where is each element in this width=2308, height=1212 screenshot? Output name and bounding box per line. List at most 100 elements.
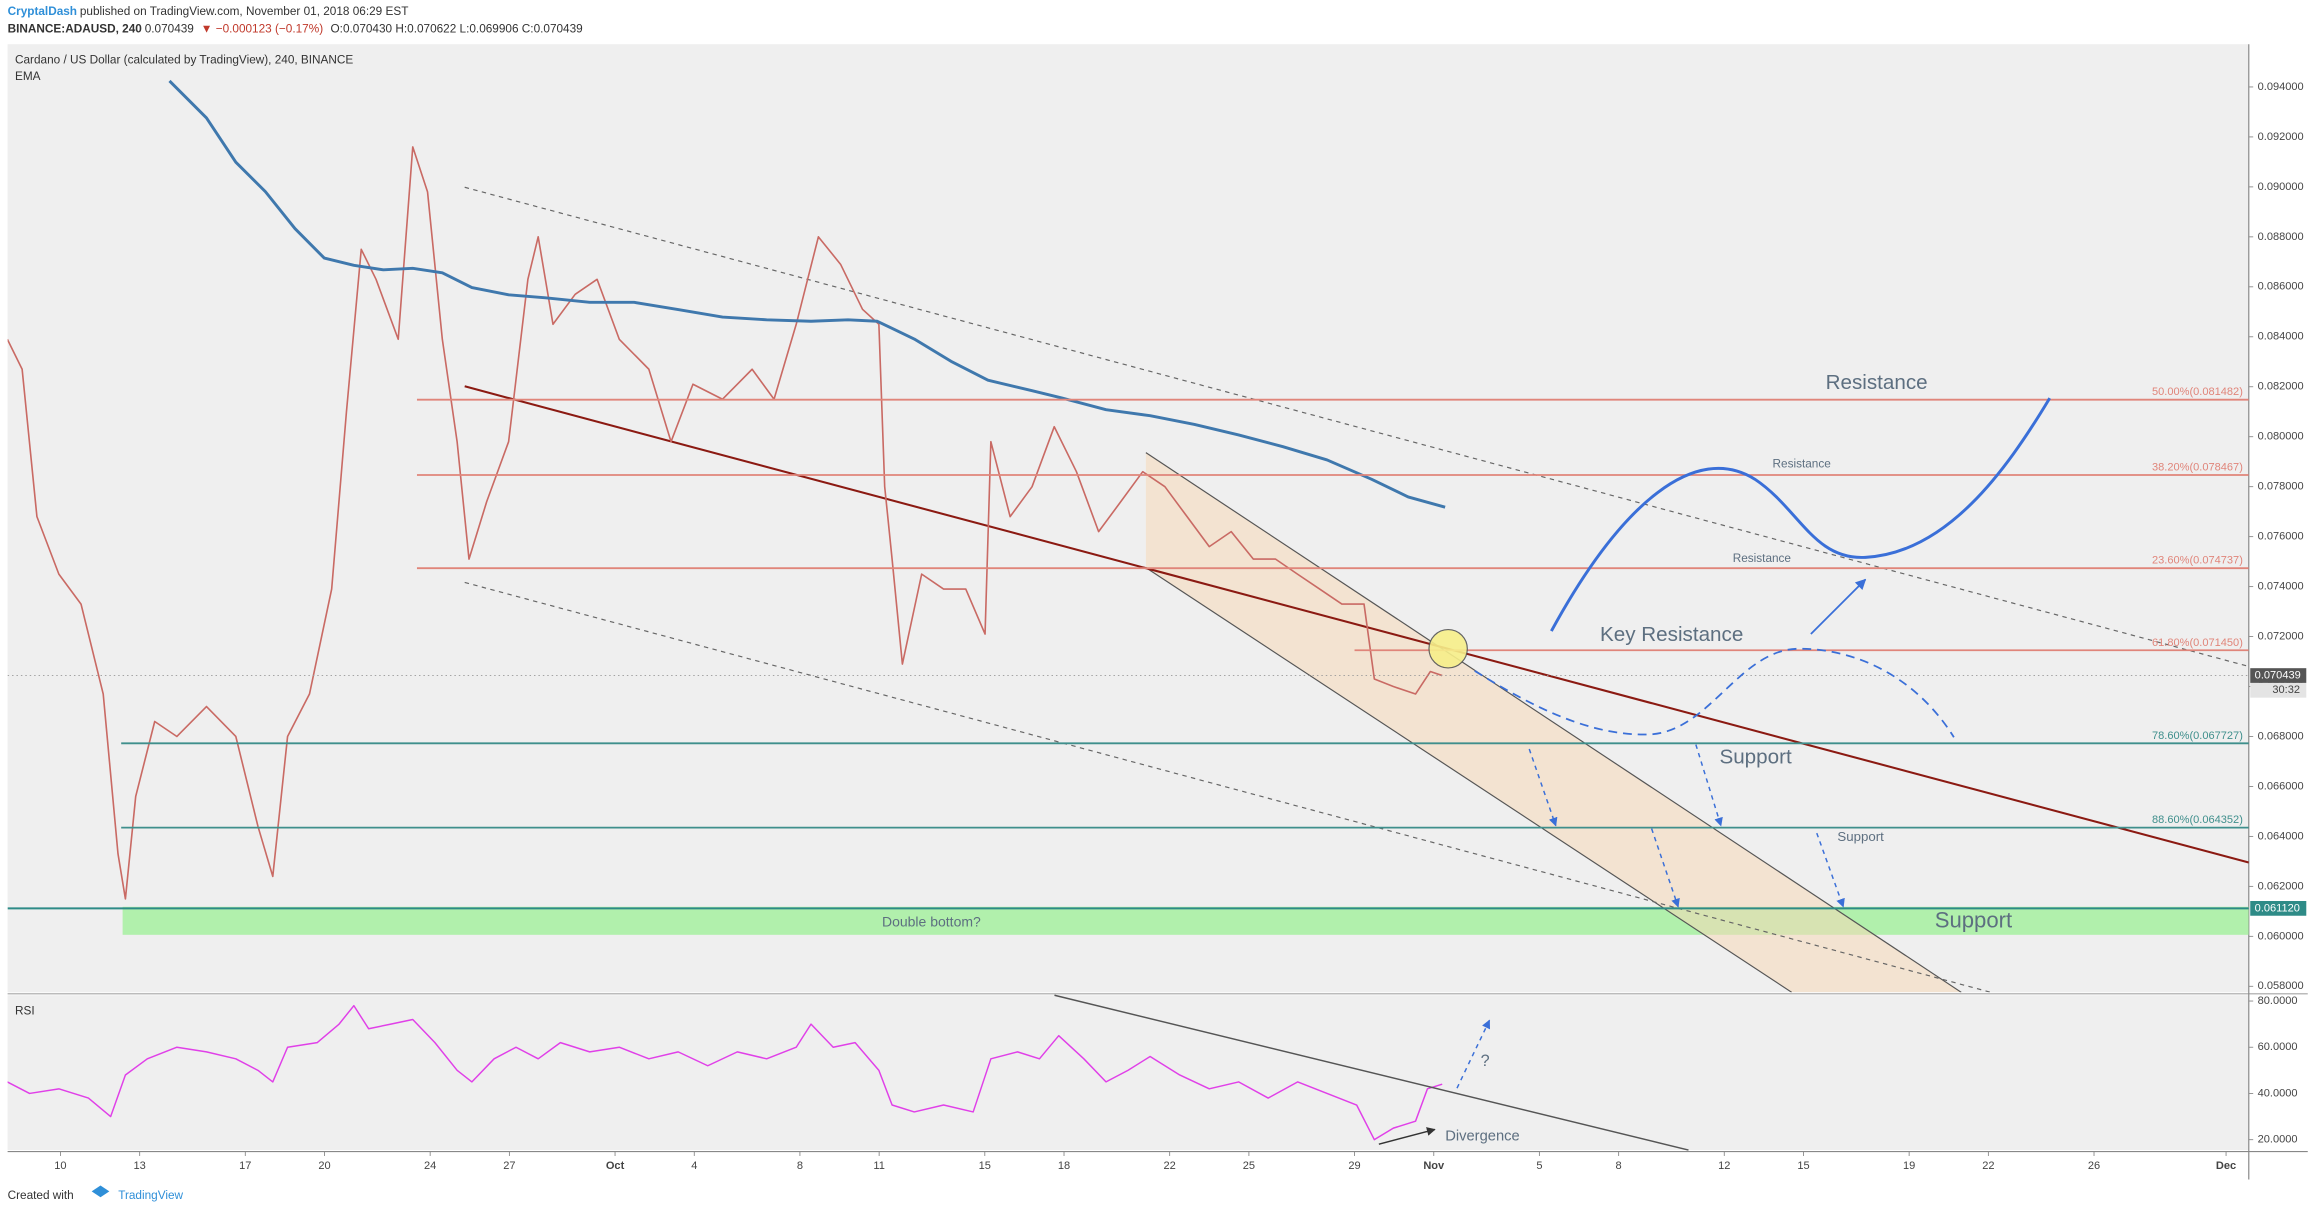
fib-label: 38.20%(0.078467) bbox=[2152, 462, 2243, 474]
x-tick-label: Dec bbox=[2216, 1160, 2236, 1172]
price-pane bbox=[7, 44, 2249, 993]
arrow bbox=[1378, 1127, 1436, 1145]
x-tick-label: 15 bbox=[1797, 1160, 1809, 1172]
y-tick-label: 0.074000 bbox=[2258, 581, 2304, 593]
annotation: Key Resistance bbox=[1600, 623, 1743, 646]
channel-line bbox=[1145, 567, 1793, 993]
x-tick-label: 20 bbox=[318, 1160, 330, 1172]
last-price: 0.070439 bbox=[145, 23, 194, 36]
y-tick-label: 0.090000 bbox=[2258, 181, 2304, 193]
x-tick-label: 27 bbox=[503, 1160, 515, 1172]
x-tick-label: 17 bbox=[239, 1160, 251, 1172]
y-tick-label: 60.0000 bbox=[2258, 1041, 2298, 1053]
projection-curve bbox=[1550, 397, 2051, 632]
x-tick-label: 11 bbox=[873, 1160, 884, 1172]
y-tick-label: 0.066000 bbox=[2258, 780, 2304, 792]
fib-label: 61.80%(0.071450) bbox=[2152, 637, 2243, 649]
x-tick-label: 15 bbox=[979, 1160, 991, 1172]
y-tick-label: 40.0000 bbox=[2258, 1087, 2298, 1099]
highlight-circle bbox=[1428, 629, 1468, 669]
y-tick-label: 20.0000 bbox=[2258, 1134, 2298, 1146]
x-tick-label: 22 bbox=[1164, 1160, 1176, 1172]
y-tick-label: 80.0000 bbox=[2258, 995, 2298, 1007]
y-tick-label: 0.060000 bbox=[2258, 930, 2304, 942]
annotation: Double bottom? bbox=[882, 914, 981, 930]
dashed-channel bbox=[464, 186, 2249, 668]
y-tick-label: 0.094000 bbox=[2258, 81, 2304, 93]
annotation: Support bbox=[1935, 907, 2012, 932]
axis-layer: 0.058000 0.060000 0.062000 0.064000 0.066000… bbox=[54, 81, 2307, 1172]
y-tick-label: 0.084000 bbox=[2258, 331, 2304, 343]
footer-created: Created with bbox=[8, 1189, 74, 1202]
x-tick-label: 10 bbox=[54, 1160, 66, 1172]
arrow bbox=[1816, 832, 1845, 908]
dashed-channel bbox=[464, 581, 1991, 993]
change: ▼ −0.000123 (−0.17%) bbox=[201, 23, 323, 36]
series-line bbox=[7, 1004, 1443, 1141]
x-tick-label: 25 bbox=[1243, 1160, 1255, 1172]
y-tick-label: 0.058000 bbox=[2258, 980, 2304, 992]
annotation: Support bbox=[1837, 829, 1884, 844]
series-line bbox=[7, 146, 1443, 900]
fib-label: 23.60%(0.074737) bbox=[2152, 555, 2243, 567]
x-tick-label: 12 bbox=[1718, 1160, 1730, 1172]
y-tick-label: 0.092000 bbox=[2258, 131, 2304, 143]
x-tick-label: Oct bbox=[606, 1160, 625, 1172]
price-tag-label: 0.070439 bbox=[2255, 669, 2301, 681]
x-tick-label: 19 bbox=[1903, 1160, 1915, 1172]
y-tick-label: 0.072000 bbox=[2258, 630, 2304, 642]
y-tick-label: 0.088000 bbox=[2258, 231, 2304, 243]
footer-brand[interactable]: TradingView bbox=[118, 1189, 183, 1202]
y-tick-label: 0.082000 bbox=[2258, 381, 2304, 393]
channel-line bbox=[1145, 452, 1962, 993]
x-tick-label: 24 bbox=[424, 1160, 436, 1172]
x-tick-label: 18 bbox=[1058, 1160, 1070, 1172]
price-tag bbox=[2250, 668, 2307, 683]
annotation: Resistance bbox=[1733, 552, 1792, 565]
x-tick-label: 29 bbox=[1348, 1160, 1360, 1172]
published: published on TradingView.com, November 0… bbox=[80, 5, 409, 18]
annotation: Divergence bbox=[1445, 1129, 1520, 1145]
series-layer: 50.00%(0.081482) 38.20%(0.078467) 23.60%(0… bbox=[7, 79, 2249, 910]
x-tick-label: 5 bbox=[1536, 1160, 1542, 1172]
annotations: Resistance Resistance Resistance Key Res… bbox=[882, 371, 2051, 1151]
double-bottom-zone bbox=[122, 906, 2249, 935]
y-tick-label: 0.076000 bbox=[2258, 531, 2304, 543]
symbol: BINANCE:ADAUSD, 240 bbox=[8, 23, 143, 36]
rsi-title: RSI bbox=[15, 1005, 35, 1018]
x-tick-label: 8 bbox=[797, 1160, 803, 1172]
y-tick-label: 0.068000 bbox=[2258, 730, 2304, 742]
price-tag-label: 0.061120 bbox=[2255, 902, 2300, 914]
annotation: Resistance bbox=[1826, 371, 1928, 394]
trend-line bbox=[464, 385, 2249, 864]
fib-label: 88.60%(0.064352) bbox=[2152, 814, 2243, 826]
annotation: Resistance bbox=[1773, 458, 1832, 471]
y-tick-label: 0.086000 bbox=[2258, 281, 2304, 293]
y-tick-label: 0.064000 bbox=[2258, 830, 2304, 842]
author[interactable]: CryptalDash bbox=[8, 5, 77, 18]
annotation: Support bbox=[1719, 745, 1792, 768]
legend-ema: EMA bbox=[15, 70, 41, 83]
rsi-pane bbox=[7, 995, 2249, 1151]
y-tick-label: 0.062000 bbox=[2258, 880, 2304, 892]
chart-title: Cardano / US Dollar (calculated by Tradi… bbox=[15, 54, 353, 67]
arrow bbox=[1456, 1019, 1491, 1089]
countdown: 30:32 bbox=[2272, 684, 2300, 696]
y-tick-label: 0.078000 bbox=[2258, 481, 2304, 493]
x-tick-label: 26 bbox=[2088, 1160, 2100, 1172]
rsi-layer bbox=[7, 1004, 1443, 1141]
y-tick-label: 0.080000 bbox=[2258, 431, 2304, 443]
price-tag bbox=[2250, 900, 2307, 916]
x-tick-label: 8 bbox=[1616, 1160, 1622, 1172]
series-line bbox=[168, 79, 1446, 509]
fib-label: 78.60%(0.067727) bbox=[2152, 730, 2243, 742]
countdown-box bbox=[2250, 682, 2307, 698]
x-tick-label: 13 bbox=[134, 1160, 146, 1172]
arrow bbox=[1810, 578, 1867, 635]
tv-logo bbox=[91, 1185, 110, 1198]
ohlc: O:0.070430 H:0.070622 L:0.069906 C:0.070… bbox=[331, 23, 583, 36]
x-tick-label: Nov bbox=[1423, 1160, 1445, 1172]
x-tick-label: 22 bbox=[1982, 1160, 1994, 1172]
